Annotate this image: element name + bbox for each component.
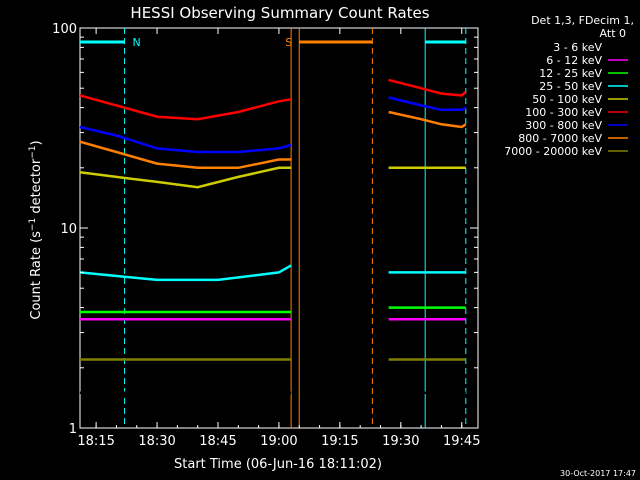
y-tick-label-2: 100 xyxy=(52,22,77,37)
chart-title: HESSI Observing Summary Count Rates xyxy=(130,4,429,22)
legend-label-5: 100 - 300 keV xyxy=(525,106,602,119)
series-line-6-seg-0 xyxy=(79,125,292,154)
legend-header-line-1: Det 1,3, FDecim 1, xyxy=(531,14,634,27)
legend-label-4: 50 - 100 keV xyxy=(532,93,602,106)
x-axis-label: Start Time (06-Jun-16 18:11:02) xyxy=(174,457,382,472)
series-line-7-seg-1 xyxy=(388,110,467,129)
x-tick-label-1: 18:30 xyxy=(138,434,175,449)
x-tick-label-4: 19:15 xyxy=(321,434,358,449)
legend-label-7: 800 - 7000 keV xyxy=(518,132,602,145)
legend-label-0: 3 - 6 keV xyxy=(553,41,602,54)
series-line-3-seg-0 xyxy=(79,264,292,282)
x-tick-label-6: 19:45 xyxy=(443,434,480,449)
series-line-5-seg-0 xyxy=(79,94,292,121)
legend-header-line-2: Att 0 xyxy=(600,27,626,40)
footer-timestamp: 30-Oct-2017 17:47 xyxy=(560,469,636,478)
x-tick-label-3: 19:00 xyxy=(260,434,297,449)
x-tick-label-5: 19:30 xyxy=(382,434,419,449)
series-line-7-seg-0 xyxy=(79,140,292,170)
axes-layer: 18:15 18:30 18:45 19:00 19:15 19:30 19:45 1 10 10… xyxy=(52,22,480,449)
y-axis-label: Count Rate (s−1 detector−1) xyxy=(28,140,44,319)
series-line-5-seg-1 xyxy=(388,78,467,97)
x-tick-label-0: 18:15 xyxy=(77,434,114,449)
y-tick-label-0: 1 xyxy=(69,422,77,437)
legend-label-8: 7000 - 20000 keV xyxy=(504,145,602,158)
legend-label-1: 6 - 12 keV xyxy=(546,54,602,67)
series-layer xyxy=(79,78,467,395)
legend-label-6: 300 - 800 keV xyxy=(525,119,602,132)
series-line-4-seg-0 xyxy=(79,166,292,189)
y-tick-label-1: 10 xyxy=(60,222,77,237)
series-line-6-seg-1 xyxy=(388,96,467,112)
legend-label-2: 12 - 25 keV xyxy=(539,67,602,80)
annotation-label-0: N xyxy=(133,36,141,49)
legend-label-3: 25 - 50 keV xyxy=(539,80,602,93)
x-tick-label-2: 18:45 xyxy=(199,434,236,449)
annotation-label-2: S xyxy=(285,36,292,49)
